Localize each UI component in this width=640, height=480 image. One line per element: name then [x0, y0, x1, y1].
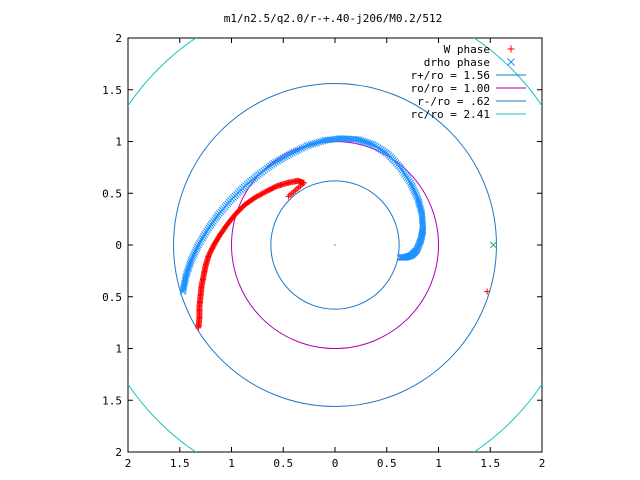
- drho-phase-point: [279, 154, 287, 162]
- drho-phase-point: [413, 193, 421, 201]
- data-points: [179, 135, 497, 331]
- w-phase-point: [252, 194, 259, 201]
- w-phase-point: [253, 193, 260, 200]
- drho-phase-point: [407, 179, 414, 187]
- drho-phase-point: [307, 141, 315, 148]
- legend-label-3: ro/ro = 1.00: [411, 82, 490, 95]
- circle-2: [173, 83, 497, 407]
- drho-phase-point-isolated: [490, 241, 497, 249]
- axes: 2 1.5 1 0.5 0 0.5 1 1.5 221.510.500.511.52: [102, 32, 545, 470]
- drho-phase-point: [187, 258, 194, 266]
- drho-phase-point: [277, 155, 285, 163]
- legend-swatch-0: [507, 45, 515, 53]
- drho-phase-point: [303, 142, 311, 149]
- w-phase-point: [257, 191, 264, 198]
- drho-phase-point: [298, 145, 305, 152]
- w-phase-point: [259, 190, 266, 197]
- drho-phase-point: [408, 181, 415, 188]
- y-tick-label: 0.5: [102, 291, 122, 304]
- w-phase-point: [285, 193, 292, 200]
- w-phase-point: [254, 193, 261, 200]
- w-phase-point: [261, 189, 268, 196]
- drho-phase-point: [272, 158, 280, 166]
- drho-phase-point: [296, 145, 304, 153]
- x-tick-label: 0.5: [273, 457, 293, 470]
- drho-phase-point: [300, 144, 307, 151]
- drho-phase-point: [191, 248, 199, 256]
- drho-phase-point: [409, 184, 417, 192]
- drho-phase-point: [396, 254, 404, 261]
- drho-phase-point: [290, 148, 298, 156]
- x-tick-label: 1.5: [480, 457, 500, 470]
- circle-5: [128, 38, 542, 452]
- drho-phase-point: [315, 138, 323, 146]
- x-tick-label: 1.5: [170, 457, 190, 470]
- x-tick-label: 2: [125, 457, 132, 470]
- drho-phase-point: [193, 245, 201, 252]
- y-tick-label: 0: [115, 239, 122, 252]
- legend-swatch-1: [507, 58, 515, 66]
- drho-phase-point: [294, 146, 302, 154]
- drho-phase-point: [410, 186, 418, 194]
- drho-phase-point: [188, 255, 196, 263]
- drho-phase-point: [192, 246, 200, 254]
- drho-phase-point: [270, 159, 278, 167]
- y-tick-label: 2: [115, 32, 122, 45]
- circle-4: [270, 180, 400, 310]
- drho-phase-point: [305, 141, 313, 149]
- drho-phase-point: [287, 150, 294, 158]
- x-tick-label: 1: [228, 457, 235, 470]
- drho-phase-point: [292, 147, 300, 155]
- reference-circles: [128, 38, 542, 452]
- drho-phase-point: [311, 139, 319, 147]
- y-tick-label: 1: [115, 343, 122, 356]
- drho-phase-point: [288, 149, 296, 157]
- drho-phase-point: [368, 140, 375, 148]
- y-tick-label: 1: [115, 136, 122, 149]
- drho-phase-point: [285, 151, 293, 159]
- y-tick-label: 1.5: [102, 84, 122, 97]
- drho-phase-point: [317, 138, 325, 145]
- chart-title: m1/n2.5/q2.0/r-+.40-j206/M0.2/512: [224, 12, 443, 25]
- drho-phase-point: [313, 139, 321, 147]
- drho-phase-point: [283, 152, 291, 160]
- drho-phase-point: [281, 153, 289, 161]
- drho-phase-point: [301, 143, 309, 150]
- x-tick-label: 1: [435, 457, 442, 470]
- x-tick-label: 2: [539, 457, 546, 470]
- drho-phase-point: [190, 251, 197, 259]
- drho-phase-point: [309, 140, 317, 148]
- x-tick-label: 0.5: [377, 457, 397, 470]
- legend-label-4: r-/ro = .62: [417, 95, 490, 108]
- origin-dot: [334, 244, 336, 246]
- legend-label-5: rc/ro = 2.41: [411, 108, 490, 121]
- drho-phase-point: [189, 253, 197, 261]
- drho-phase-point: [187, 257, 195, 264]
- drho-phase-point: [194, 243, 201, 251]
- drho-phase-point: [191, 250, 198, 257]
- legend-label-1: drho phase: [424, 56, 490, 69]
- drho-phase-point: [274, 157, 281, 165]
- drho-phase-point: [411, 188, 418, 195]
- drho-phase-point: [412, 191, 420, 199]
- w-phase-point: [256, 192, 263, 199]
- drho-phase-point: [408, 182, 416, 190]
- y-tick-label: 2: [115, 446, 122, 459]
- y-tick-label: 0.5: [102, 187, 122, 200]
- w-phase-point-isolated: [484, 288, 491, 295]
- drho-phase-point: [412, 189, 419, 197]
- w-phase-point: [258, 190, 265, 197]
- legend-label-2: r+/ro = 1.56: [411, 69, 490, 82]
- x-tick-label: 0: [332, 457, 339, 470]
- legend-label-0: W phase: [444, 43, 490, 56]
- drho-phase-point: [276, 156, 283, 164]
- y-tick-label: 1.5: [102, 394, 122, 407]
